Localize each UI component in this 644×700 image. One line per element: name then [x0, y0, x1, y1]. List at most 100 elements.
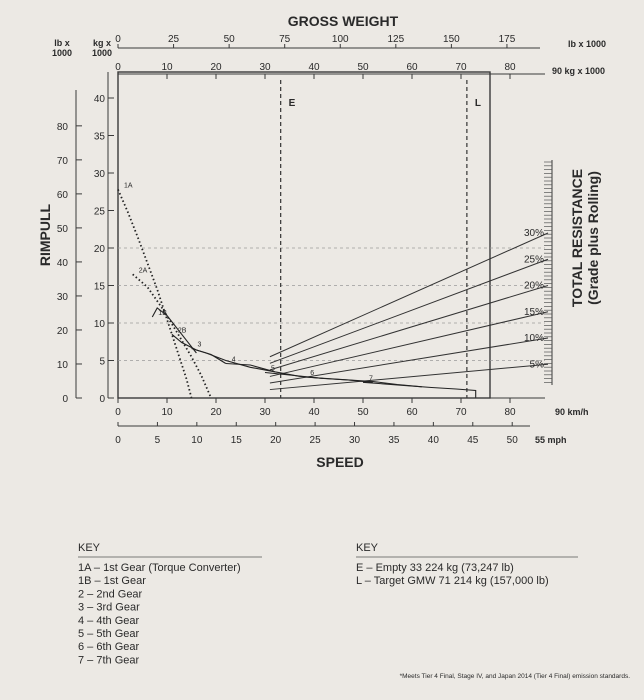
rimpull-kg-tick: 20	[94, 244, 106, 255]
speed-kmh-tick: 10	[161, 407, 173, 418]
resistance-line	[269, 258, 549, 364]
resistance-lines: 30% 25% 20% 15% 10% 5%	[269, 228, 549, 391]
gear-curve-label: 4	[232, 357, 236, 364]
weight-lb-tick: 150	[443, 34, 460, 45]
rimpull-lb-tick: 30	[57, 292, 69, 303]
speed-mph-tick: 30	[349, 435, 361, 446]
weight-kg-tick: 80	[504, 62, 516, 73]
resistance-line	[269, 285, 549, 371]
weight-kg-tick: 30	[259, 62, 271, 73]
weight-kg-tick: 70	[455, 62, 467, 73]
rimpull-kg-header-2: 1000	[92, 48, 112, 58]
rimpull-kg-tick: 40	[94, 94, 106, 105]
rimpull-axis-title: RIMPULL	[37, 203, 53, 266]
gear-key-item: 4 – 4th Gear	[78, 615, 139, 627]
rimpull-lb-tick: 60	[57, 190, 69, 201]
footnote: *Meets Tier 4 Final, Stage IV, and Japan…	[400, 673, 631, 680]
speed-mph-tick: 35	[388, 435, 400, 446]
speed-kmh-axis: 0 10 20 30 40 50 60 70 80	[115, 397, 545, 418]
speed-mph-tick: 50	[507, 435, 519, 446]
speed-axis-title: SPEED	[316, 454, 363, 470]
resistance-title: TOTAL RESISTANCE	[569, 169, 585, 307]
rimpull-kg-tick: 25	[94, 207, 106, 218]
marker-label: E	[289, 98, 296, 109]
rimpull-kg-tick: 0	[99, 394, 105, 405]
rimpull-kg-header-1: kg x	[93, 38, 111, 48]
gear-key: KEY 1A – 1st Gear (Torque Converter)1B –…	[78, 542, 262, 666]
gear-curve-label: 5	[271, 366, 275, 373]
speed-mph-unit: 55 mph	[535, 435, 567, 445]
gear-curve	[151, 307, 197, 354]
gear-key-title: KEY	[78, 542, 101, 554]
speed-mph-axis: 0 5 10 15 20 25 30 35 40 45 50	[115, 422, 530, 446]
weight-key-item: L – Target GMW 71 214 kg (157,000 lb)	[356, 575, 549, 587]
speed-mph-tick: 40	[428, 435, 440, 446]
rimpull-lb-tick: 40	[57, 258, 69, 269]
speed-mph-tick: 45	[467, 435, 479, 446]
speed-kmh-tick: 70	[455, 407, 467, 418]
resistance-label: 20%	[524, 281, 544, 292]
gear-curve-label: 1A	[124, 183, 133, 190]
weight-kg-tick: 50	[357, 62, 369, 73]
rimpull-kg-axis: 0 5 10 15 20 25 30 35 40	[94, 72, 114, 405]
rimpull-lb-header-1: lb x	[54, 38, 70, 48]
speed-mph-tick: 25	[310, 435, 322, 446]
weight-lb-tick: 100	[332, 34, 349, 45]
resistance-subtitle: (Grade plus Rolling)	[585, 171, 601, 305]
resistance-line	[269, 232, 549, 358]
resistance-label: 25%	[524, 254, 544, 265]
gear-key-item: 5 – 5th Gear	[78, 628, 139, 640]
gear-curve	[362, 381, 477, 398]
rimpull-lb-tick: 20	[57, 326, 69, 337]
speed-kmh-tick: 80	[504, 407, 516, 418]
weight-kg-tick: 20	[210, 62, 222, 73]
weight-lb-unit: lb x 1000	[568, 39, 606, 49]
speed-kmh-tick: 0	[115, 407, 121, 418]
gear-curve-label: 3	[198, 342, 202, 349]
speed-kmh-tick: 50	[357, 407, 369, 418]
gear-key-item: 2 – 2nd Gear	[78, 588, 143, 600]
gear-key-item: 1B – 1st Gear	[78, 575, 146, 587]
speed-mph-tick: 5	[155, 435, 161, 446]
speed-mph-tick: 20	[270, 435, 282, 446]
weight-lb-tick: 125	[387, 34, 404, 45]
rimpull-lb-axis: 0 10 20 30 40 50 60 70 80	[57, 90, 82, 405]
weight-kg-axis: 0 10 20 30 40 50 60 70 80	[115, 62, 545, 79]
speed-kmh-tick: 20	[210, 407, 222, 418]
rimpull-kg-tick: 15	[94, 282, 106, 293]
weight-lb-tick: 75	[279, 34, 291, 45]
rimpull-kg-tick: 10	[94, 319, 106, 330]
resistance-label: 5%	[530, 359, 545, 370]
resistance-label: 30%	[524, 228, 544, 239]
speed-mph-tick: 10	[191, 435, 203, 446]
marker-label: L	[475, 98, 481, 109]
speed-mph-tick: 0	[115, 435, 121, 446]
speed-kmh-tick: 30	[259, 407, 271, 418]
plot-frame	[117, 71, 491, 399]
rimpull-kg-tick: 5	[99, 357, 105, 368]
resistance-label: 10%	[524, 333, 544, 344]
gear-curve-label: 7	[369, 375, 373, 382]
gear-curve	[191, 347, 275, 373]
resistance-scale	[544, 160, 553, 385]
rimpull-lb-tick: 50	[57, 224, 69, 235]
weight-kg-unit: 90 kg x 1000	[552, 66, 605, 76]
gear-curve	[117, 189, 193, 399]
weight-key-item: E – Empty 33 224 kg (73,247 lb)	[356, 562, 514, 574]
weight-key-title: KEY	[356, 542, 379, 554]
weight-lb-axis: 0 25 50 75 100 125 150 175	[115, 34, 540, 49]
weight-kg-tick: 10	[161, 62, 173, 73]
weight-lb-tick: 50	[224, 34, 236, 45]
rimpull-kg-tick: 30	[94, 169, 106, 180]
speed-mph-tick: 15	[231, 435, 243, 446]
weight-kg-tick: 0	[115, 62, 121, 73]
gear-key-item: 3 – 3rd Gear	[78, 602, 140, 614]
resistance-line	[269, 337, 549, 384]
gear-curve-label: 1B	[158, 310, 167, 317]
resistance-label: 15%	[524, 307, 544, 318]
weight-key: KEY E – Empty 33 224 kg (73,247 lb)L – T…	[356, 542, 578, 587]
rimpull-kg-tick: 35	[94, 132, 106, 143]
gear-curve-label: 2A	[139, 267, 148, 274]
weight-kg-tick: 60	[406, 62, 418, 73]
